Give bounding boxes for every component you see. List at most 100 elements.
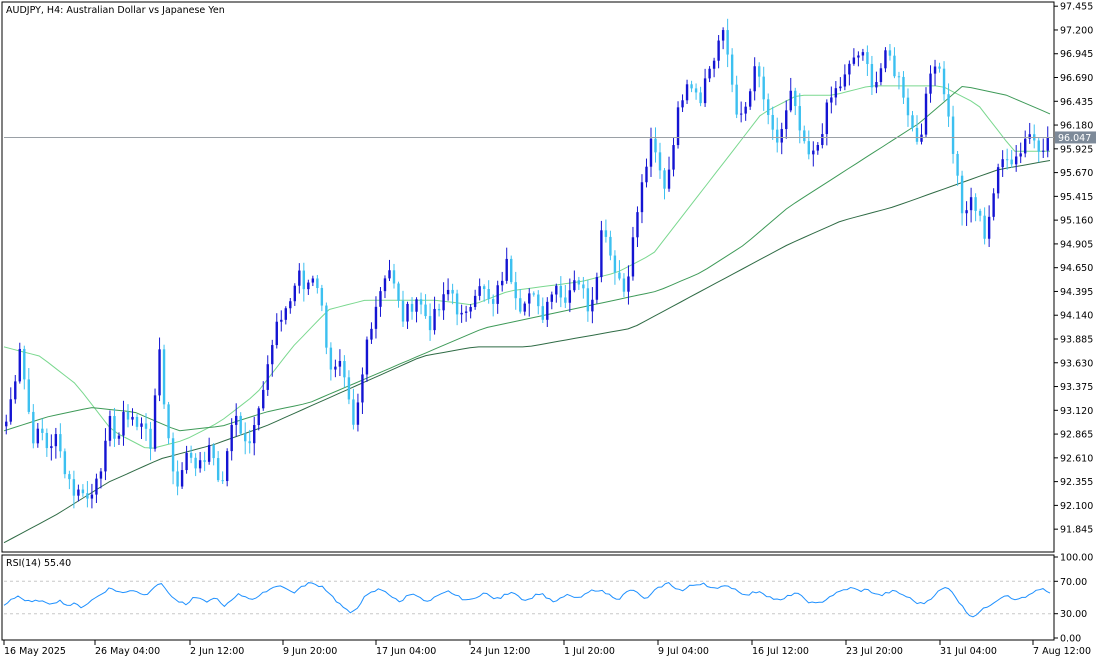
candle-body <box>406 303 409 322</box>
candle-body <box>140 423 143 427</box>
candle <box>888 43 892 61</box>
candle <box>667 156 671 192</box>
candle-body <box>541 306 544 320</box>
candle-body <box>455 293 459 315</box>
rsi-tick-label: 0.00 <box>1060 634 1081 645</box>
candle-body <box>451 289 454 294</box>
candle-body <box>893 55 896 77</box>
x-tick-label: 16 May 2025 <box>4 646 66 657</box>
candle <box>9 387 12 425</box>
candle <box>915 115 919 145</box>
candle-body <box>1028 134 1031 139</box>
candle <box>541 297 544 324</box>
candle-body <box>771 114 774 130</box>
candle <box>911 110 914 132</box>
candle <box>852 48 856 66</box>
rsi-tick-label: 30.00 <box>1060 609 1087 620</box>
candle-body <box>311 278 315 283</box>
candle <box>433 296 436 335</box>
candle-body <box>694 88 698 93</box>
candle-body <box>248 441 251 444</box>
candle <box>636 206 639 248</box>
y-tick-label: 93.375 <box>1060 382 1093 393</box>
candle-body <box>419 299 423 305</box>
candle-body <box>316 278 319 289</box>
candle <box>906 88 910 127</box>
y-tick-label: 96.945 <box>1060 49 1093 60</box>
ma-mid-line <box>3 85 1051 432</box>
rsi-title: RSI(14) 55.40 <box>6 558 71 569</box>
candle-body <box>365 339 369 375</box>
candle <box>50 434 53 461</box>
candle-body <box>207 445 211 462</box>
candle <box>95 473 98 503</box>
candle-body <box>618 272 621 279</box>
candle <box>1010 149 1013 168</box>
candle <box>207 437 211 465</box>
x-tick-label: 9 Jul 04:00 <box>658 646 709 657</box>
candle <box>135 414 139 431</box>
candle <box>726 18 729 68</box>
candle <box>735 75 738 119</box>
candle <box>1024 130 1027 158</box>
y-tick-label: 93.630 <box>1060 358 1093 369</box>
candle <box>5 414 8 435</box>
candle <box>239 412 242 436</box>
candle <box>613 250 617 285</box>
y-tick-label: 94.140 <box>1060 311 1093 322</box>
candle-body <box>90 494 94 499</box>
candle-body <box>289 301 292 309</box>
candle <box>347 370 351 405</box>
candle-body <box>929 73 932 94</box>
candle <box>690 80 693 93</box>
candle <box>221 471 224 484</box>
x-tick-label: 9 Jun 20:00 <box>283 646 337 657</box>
candle-body <box>897 76 901 78</box>
candle <box>879 63 883 86</box>
candle-body <box>1046 137 1049 151</box>
candle <box>392 263 396 289</box>
candle <box>338 349 342 377</box>
candle <box>365 336 369 382</box>
candle-body <box>388 270 391 279</box>
candle-body <box>510 258 513 283</box>
candle-body <box>996 167 1000 194</box>
candle-body <box>852 57 856 64</box>
candle-body <box>550 294 553 302</box>
candle <box>1042 138 1045 159</box>
candle <box>27 368 30 415</box>
candle <box>821 123 824 149</box>
candle <box>307 279 310 295</box>
candle-body <box>361 374 364 403</box>
main-pane[interactable] <box>1 1 1055 553</box>
candle-body <box>1037 140 1040 152</box>
candle <box>18 342 21 384</box>
candle-body <box>113 416 116 439</box>
candle-body <box>514 282 517 299</box>
current-price-line: 96.047 <box>4 131 1096 144</box>
candle-body <box>433 308 436 331</box>
candle-body <box>730 54 734 85</box>
x-tick-label: 17 Jun 04:00 <box>376 646 436 657</box>
rsi-pane[interactable] <box>1 554 1055 641</box>
candle <box>352 388 355 430</box>
candle <box>325 302 328 355</box>
candle-body <box>672 145 675 170</box>
candle-body <box>884 50 887 69</box>
candle <box>586 279 590 322</box>
x-tick-label: 2 Jun 12:00 <box>190 646 244 657</box>
candle-body <box>131 416 134 420</box>
candle <box>996 163 1000 199</box>
candle <box>762 66 765 111</box>
candle <box>776 117 779 153</box>
candle <box>627 265 630 305</box>
candle-body <box>794 90 797 107</box>
candle <box>1028 122 1031 144</box>
candle-body <box>888 50 892 56</box>
candle-body <box>203 460 206 462</box>
candle-body <box>757 66 761 77</box>
candle <box>176 460 179 496</box>
candle-body <box>825 102 829 135</box>
candle-body <box>275 321 278 346</box>
